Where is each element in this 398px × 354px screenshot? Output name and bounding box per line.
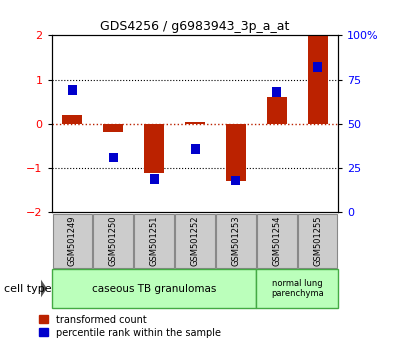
Bar [53, 213, 92, 268]
Bar [308, 35, 328, 124]
Bar [176, 213, 215, 268]
Bar [257, 213, 297, 268]
Bar [94, 213, 133, 268]
Bar [150, 174, 158, 184]
Bar [267, 97, 287, 124]
Text: GSM501251: GSM501251 [150, 216, 158, 266]
Text: GSM501252: GSM501252 [191, 216, 199, 266]
Bar [226, 124, 246, 181]
Bar [109, 153, 118, 162]
Text: GSM501253: GSM501253 [232, 215, 240, 266]
Bar [232, 176, 240, 185]
Bar [191, 144, 199, 154]
Bar [216, 213, 256, 268]
Polygon shape [41, 280, 47, 297]
Bar [135, 213, 174, 268]
Bar [272, 87, 281, 97]
Text: GSM501250: GSM501250 [109, 216, 118, 266]
Bar [52, 269, 256, 308]
Bar [68, 85, 77, 95]
Bar [103, 124, 123, 132]
Text: normal lung
parenchyma: normal lung parenchyma [271, 279, 324, 298]
Bar [313, 62, 322, 72]
Text: cell type: cell type [4, 284, 52, 293]
Title: GDS4256 / g6983943_3p_a_at: GDS4256 / g6983943_3p_a_at [100, 20, 290, 33]
Bar [298, 213, 338, 268]
Text: GSM501255: GSM501255 [313, 216, 322, 266]
Text: caseous TB granulomas: caseous TB granulomas [92, 284, 216, 293]
Text: GSM501254: GSM501254 [272, 216, 281, 266]
Text: GSM501249: GSM501249 [68, 216, 77, 266]
Bar [62, 115, 82, 124]
Bar [144, 124, 164, 172]
Bar [256, 269, 338, 308]
Bar [185, 122, 205, 124]
Legend: transformed count, percentile rank within the sample: transformed count, percentile rank withi… [37, 313, 223, 339]
